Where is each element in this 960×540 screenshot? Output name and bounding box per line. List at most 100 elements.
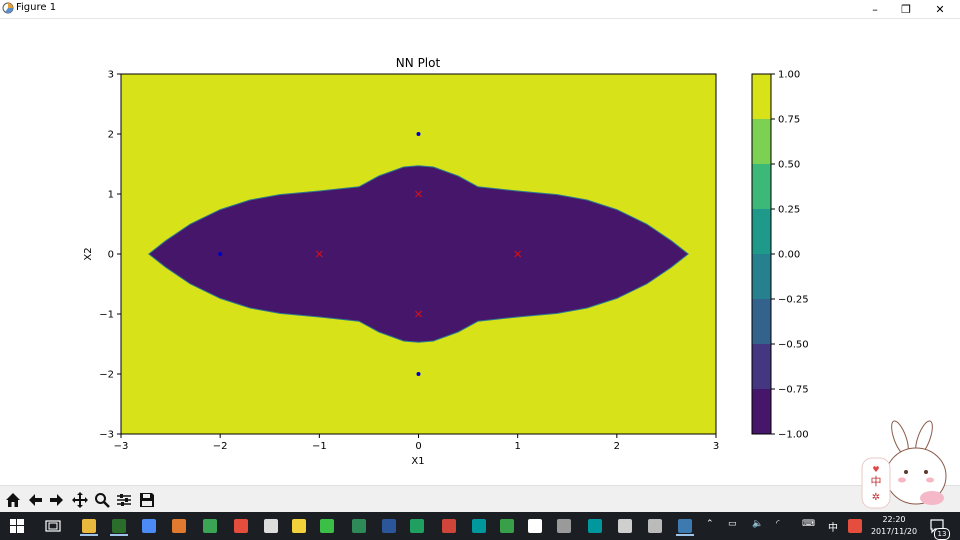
ime-mode-label: 中 bbox=[871, 475, 882, 488]
minimize-button[interactable]: – bbox=[872, 2, 878, 16]
y-axis-label: X2 bbox=[83, 247, 94, 260]
pan-icon bbox=[72, 492, 88, 508]
x-axis-label: X1 bbox=[411, 456, 424, 467]
home-icon bbox=[6, 493, 20, 507]
settings-icon bbox=[528, 519, 542, 533]
pan-button[interactable] bbox=[70, 490, 90, 510]
home-button[interactable] bbox=[3, 490, 23, 510]
running-indicator bbox=[110, 534, 128, 536]
sogou-icon bbox=[234, 519, 248, 533]
taskbar-app-tools[interactable] bbox=[616, 516, 634, 536]
arduino2-icon bbox=[588, 519, 602, 533]
terminal-icon bbox=[112, 519, 126, 533]
maximize-button[interactable]: ❐ bbox=[901, 2, 911, 16]
colorbar-band bbox=[752, 74, 771, 119]
notes-icon bbox=[292, 519, 306, 533]
system-clock[interactable]: 22:20 2017/11/20 bbox=[868, 514, 920, 538]
pen-icon bbox=[264, 519, 278, 533]
x-tick-label: 2 bbox=[614, 441, 620, 452]
sublime-icon bbox=[172, 519, 186, 533]
sheets-icon bbox=[410, 519, 424, 533]
taskbar-app-vm[interactable] bbox=[646, 516, 664, 536]
ime-mascot-widget[interactable]: ♥ 中 ✲ bbox=[858, 418, 954, 510]
taskbar-app-terminal[interactable] bbox=[110, 516, 128, 536]
start-button[interactable] bbox=[8, 516, 26, 536]
back-icon bbox=[29, 494, 42, 506]
matplotlib-toolbar bbox=[0, 485, 960, 513]
taskbar-app-arduino[interactable] bbox=[470, 516, 488, 536]
colorbar-tick-label: 0.00 bbox=[778, 250, 800, 261]
data-point-dot bbox=[218, 252, 223, 256]
taskbar-app-sogou[interactable] bbox=[232, 516, 250, 536]
taskbar-app-app-green[interactable] bbox=[201, 516, 219, 536]
taskbar-app-pen[interactable] bbox=[262, 516, 280, 536]
colorbar-tick-label: −0.50 bbox=[778, 340, 809, 351]
taskbar-app-notes[interactable] bbox=[290, 516, 308, 536]
action-center-button[interactable] bbox=[928, 516, 946, 536]
x-tick-label: 0 bbox=[415, 441, 421, 452]
taskbar-app-sublime[interactable] bbox=[170, 516, 188, 536]
colorbar-tick-label: −1.00 bbox=[778, 430, 809, 441]
taskbar-app-python[interactable] bbox=[676, 516, 694, 536]
taskbar-app-word[interactable] bbox=[380, 516, 398, 536]
taskbar-app-arduino2[interactable] bbox=[586, 516, 604, 536]
taskbar-app-file-explorer[interactable] bbox=[80, 516, 98, 536]
data-point-dot bbox=[416, 132, 421, 136]
notification-icon bbox=[930, 519, 944, 534]
taskbar-app-settings[interactable] bbox=[526, 516, 544, 536]
arduino-icon bbox=[472, 519, 486, 533]
configure-subplots-icon bbox=[117, 494, 131, 506]
close-button[interactable]: ✕ bbox=[935, 2, 945, 16]
back-button[interactable] bbox=[25, 490, 45, 510]
forward-button[interactable] bbox=[47, 490, 67, 510]
save-icon bbox=[140, 493, 154, 507]
keyboard-icon[interactable]: ⌨ bbox=[802, 519, 815, 529]
colorbar-tick-label: 0.25 bbox=[778, 205, 800, 216]
y-tick-label: 0 bbox=[108, 250, 114, 261]
taskbar-app-chrome[interactable] bbox=[140, 516, 158, 536]
y-tick-label: −1 bbox=[99, 310, 114, 321]
colorbar-band bbox=[752, 299, 771, 344]
colorbar-tick-label: 1.00 bbox=[778, 70, 800, 81]
tray-sogou-icon[interactable] bbox=[846, 516, 864, 536]
nn-plot-chart: NN Plot −3 −2 −1 0 1 2 3 −3 −2 −1 0 1 2 3 X1 X2 −1.0… bbox=[83, 56, 809, 467]
clock-date: 2017/11/20 bbox=[870, 527, 918, 536]
excel-icon bbox=[352, 519, 366, 533]
tray-overflow-icon[interactable]: ⌃ bbox=[706, 519, 714, 529]
data-point-cross bbox=[315, 250, 323, 258]
x-tick-label: 1 bbox=[514, 441, 520, 452]
save-button[interactable] bbox=[137, 490, 157, 510]
running-indicator bbox=[676, 534, 694, 536]
taskbar-app-monitor[interactable] bbox=[555, 516, 573, 536]
battery-icon[interactable]: ▭ bbox=[728, 519, 737, 529]
colorbar-tick-label: 0.75 bbox=[778, 115, 800, 126]
task-view-icon bbox=[45, 520, 61, 532]
colorbar-tick-label: 0.50 bbox=[778, 160, 800, 171]
configure-subplots-button[interactable] bbox=[114, 490, 134, 510]
zoom-button[interactable] bbox=[92, 490, 112, 510]
x-tick-label: 3 bbox=[713, 441, 719, 452]
taskbar-app-excel[interactable] bbox=[350, 516, 368, 536]
heart-icon: ♥ bbox=[872, 465, 879, 474]
monitor-icon bbox=[557, 519, 571, 533]
figure-canvas[interactable]: NN Plot −3 −2 −1 0 1 2 3 −3 −2 −1 0 1 2 3 X1 X2 −1.0… bbox=[0, 19, 960, 485]
clock-time: 22:20 bbox=[882, 515, 906, 524]
network-icon[interactable]: ◜ bbox=[776, 519, 780, 529]
task-view-button[interactable] bbox=[44, 516, 62, 536]
data-point-cross bbox=[415, 310, 422, 318]
zoom-icon bbox=[95, 493, 110, 508]
windows-logo-icon bbox=[10, 519, 24, 533]
volume-icon[interactable]: 🔈 bbox=[752, 519, 764, 529]
taskbar-app-app-stack[interactable] bbox=[498, 516, 516, 536]
ime-indicator[interactable]: 中 bbox=[828, 523, 838, 534]
chrome-icon bbox=[142, 519, 156, 533]
taskbar-app-sheets[interactable] bbox=[408, 516, 426, 536]
taskbar-app-git[interactable] bbox=[440, 516, 458, 536]
colorbar-tick-label: −0.75 bbox=[778, 385, 809, 396]
tools-icon bbox=[618, 519, 632, 533]
taskbar-app-wechat[interactable] bbox=[318, 516, 336, 536]
y-tick-label: 1 bbox=[108, 190, 114, 201]
running-indicator bbox=[80, 534, 98, 536]
data-point-cross bbox=[514, 250, 522, 258]
colorbar-band bbox=[752, 254, 771, 299]
